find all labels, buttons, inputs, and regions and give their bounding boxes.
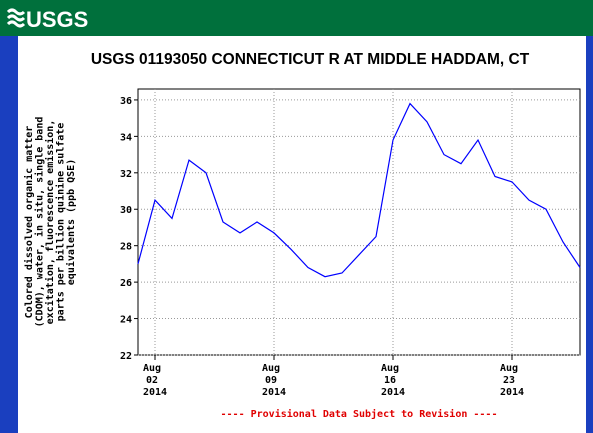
y-tick-label: 30 [120, 205, 132, 216]
x-tick-label: Aug 23 2014 [500, 363, 524, 398]
x-tick-label: Aug 02 2014 [143, 363, 167, 398]
plot-area [137, 88, 581, 356]
y-tick-label: 32 [120, 169, 132, 180]
y-axis-label-line: equivalents (ppb QSE) [65, 159, 77, 285]
y-axis-label: Colored dissolved organic matter(CDOM), … [23, 117, 77, 328]
y-axis-label-line: (CDOM), water, in situ, single band [34, 117, 46, 328]
note: ---- Provisional Data Subject to Revisio… [221, 408, 498, 420]
logo: USGS [26, 7, 88, 32]
y-tick-label: 28 [120, 242, 132, 253]
y-tick-label: 24 [120, 315, 132, 326]
y-axis-label-line: parts per billion quinine sulfate [55, 123, 67, 322]
x-tick-label: Aug 16 2014 [381, 363, 405, 398]
header-bar [0, 0, 593, 36]
y-tick-label: 34 [120, 132, 132, 143]
logo-waves [6, 8, 26, 28]
x-tick-label: Aug 09 2014 [262, 363, 286, 398]
chart-title: USGS 01193050 CONNECTICUT R AT MIDDLE HA… [91, 51, 530, 68]
data-line [137, 102, 581, 278]
y-axis-label-line: excitation, fluorescence emission, [44, 120, 56, 325]
y-tick-label: 36 [120, 96, 132, 107]
y-tick-label: 22 [120, 351, 132, 362]
y-tick-label: 26 [120, 278, 132, 289]
y-axis-label-line: Colored dissolved organic matter [23, 126, 35, 319]
